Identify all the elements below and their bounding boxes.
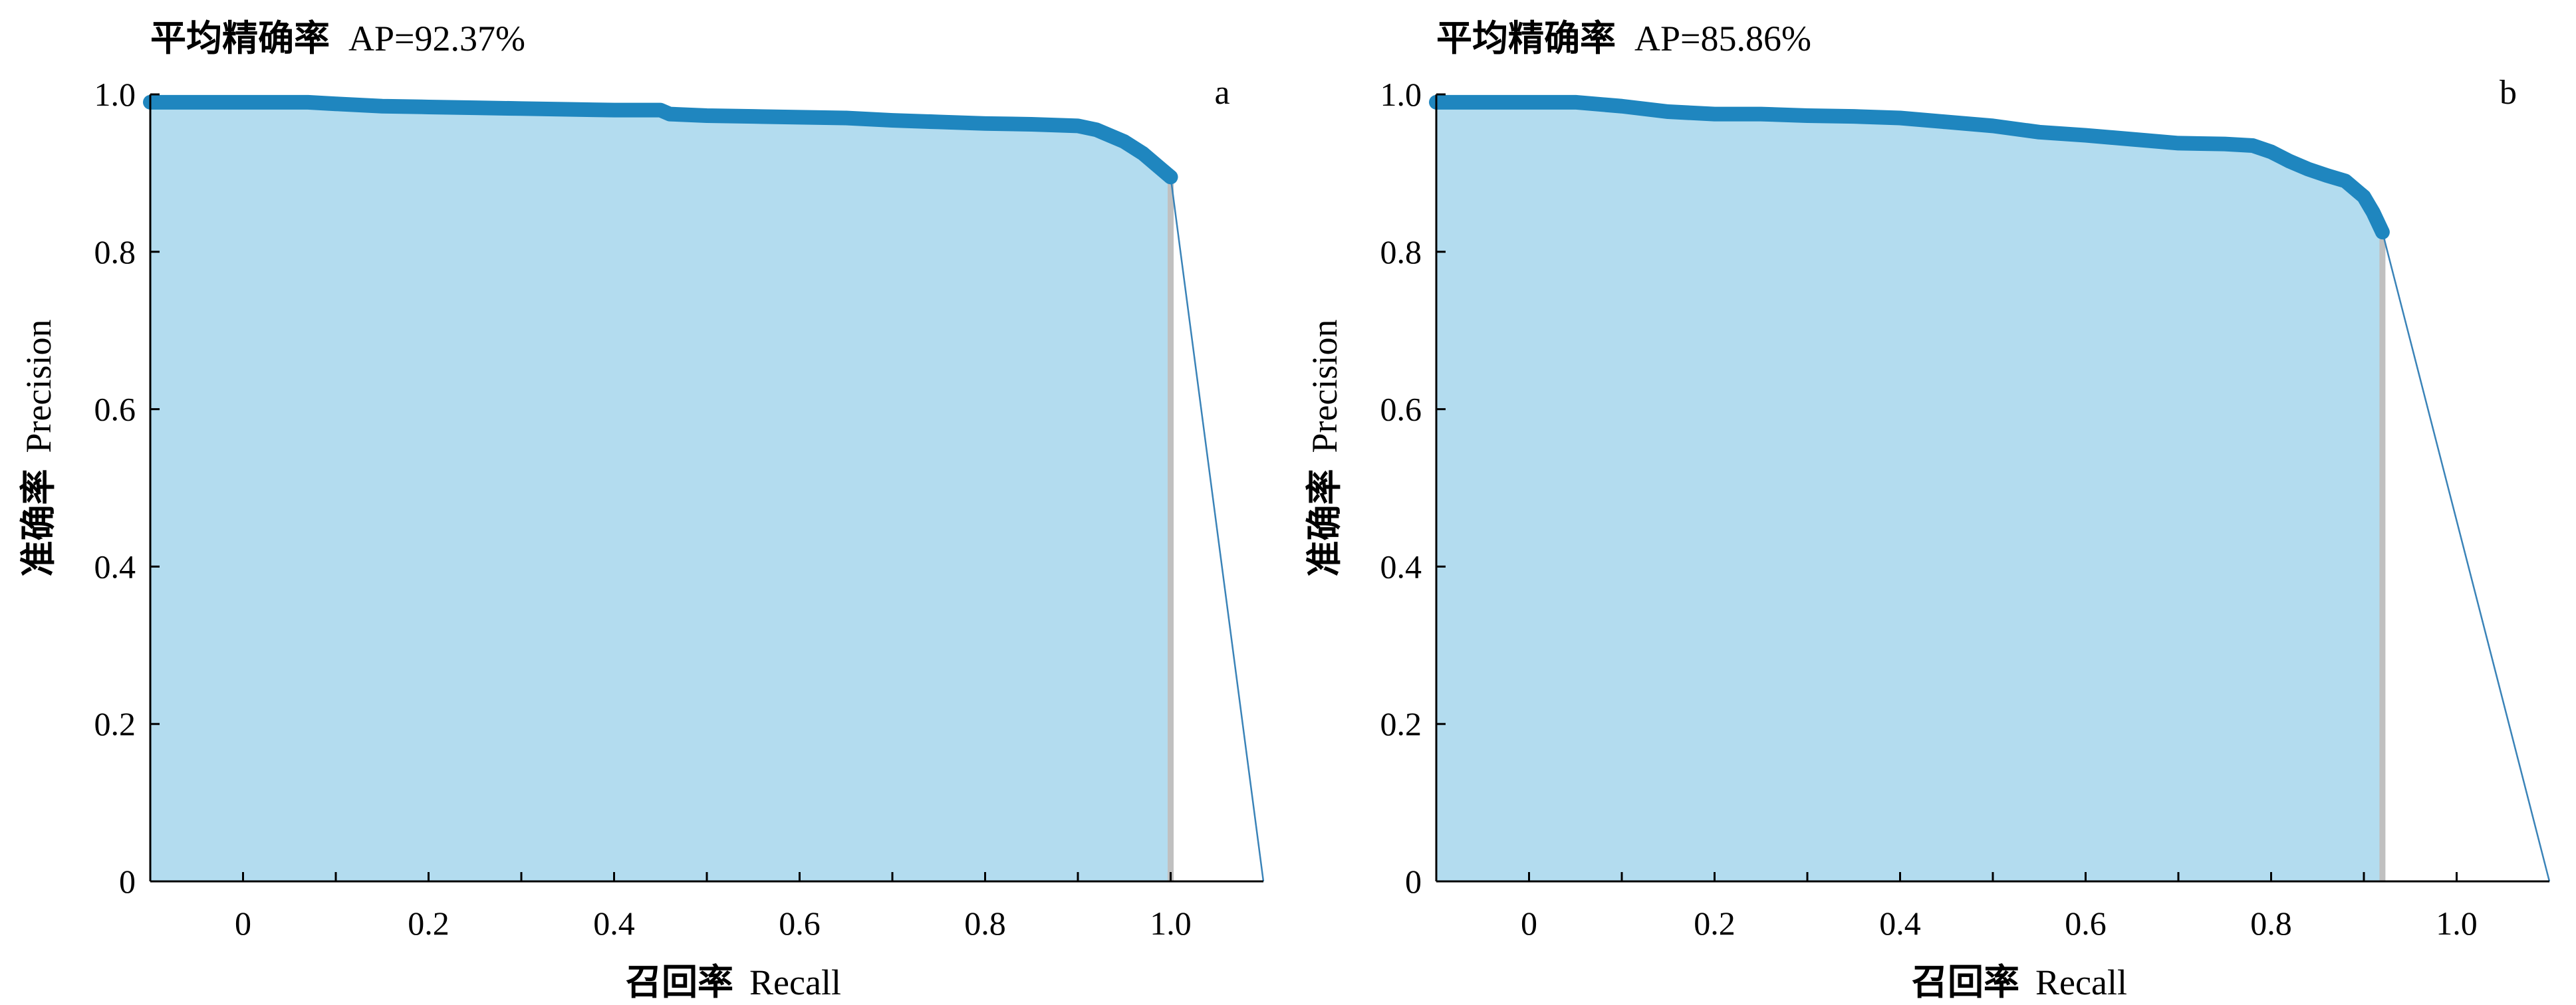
- chart-title: 平均精确率 AP=92.37%: [150, 17, 525, 59]
- y-tick-label: 1.0: [1380, 76, 1422, 113]
- chart-panel-a: 0 0.2 0.4 0.6 0.8 1.0 0 0.2 0.4 0.6 0.8 1.0 平均精确率 AP=…: [17, 17, 1265, 1003]
- title-cn: 平均精确率: [150, 17, 330, 59]
- y-axis-label-cn: 准确率: [17, 469, 59, 576]
- pr-connector-line: [1170, 177, 1265, 882]
- y-tick-label: 1.0: [94, 76, 136, 113]
- x-tick-label: 0.8: [964, 905, 1006, 942]
- panel-label: b: [2500, 74, 2517, 112]
- pr-curve-line: [143, 94, 1178, 185]
- x-tick-label: 0.6: [2065, 905, 2107, 942]
- x-axis-label-cn: 召回率: [626, 961, 733, 1003]
- y-tick-label: 0.4: [1380, 548, 1422, 585]
- x-tick-label: 1.0: [2436, 905, 2478, 942]
- y-tick-label: 0.8: [94, 233, 136, 271]
- y-axis-label: 准确率 Precision: [17, 320, 59, 577]
- x-axis-label: 召回率 Recall: [626, 961, 841, 1003]
- y-tick-label: 0.8: [1380, 233, 1422, 271]
- y-axis-label-cn: 准确率: [1303, 469, 1345, 576]
- x-axis-label-en: Recall: [2035, 962, 2127, 1002]
- pr-curve-line: [1429, 94, 2390, 240]
- y-tick-label: 0: [119, 863, 136, 900]
- title-ap-value: AP=92.37%: [348, 19, 525, 58]
- x-tick-label: 0.6: [779, 905, 821, 942]
- y-tick-label: 0.2: [94, 705, 136, 742]
- y-tick-label: 0: [1405, 863, 1422, 900]
- title-ap-value: AP=85.86%: [1634, 19, 1811, 58]
- y-tick-label: 0.6: [94, 391, 136, 428]
- pr-connector-line: [2381, 231, 2551, 882]
- x-axis-label: 召回率 Recall: [1912, 961, 2127, 1003]
- x-tick-label: 0.2: [408, 905, 450, 942]
- y-axis-label-en: Precision: [1305, 320, 1345, 453]
- y-tick-label: 0.4: [94, 548, 136, 585]
- panel-label: a: [1214, 74, 1229, 112]
- y-axis-label-en: Precision: [19, 320, 59, 453]
- chart-panel-b: 0 0.2 0.4 0.6 0.8 1.0 0 0.2 0.4 0.6 0.8 1.0 平均精确率 AP=…: [1303, 17, 2551, 1003]
- x-tick-label: 0: [1521, 905, 1537, 942]
- pr-area-fill: [1436, 102, 2383, 882]
- x-tick-label: 0.4: [1879, 905, 1921, 942]
- title-cn: 平均精确率: [1436, 17, 1616, 59]
- x-axis-label-en: Recall: [749, 962, 841, 1002]
- x-tick-label: 1.0: [1150, 905, 1192, 942]
- y-tick-label: 0.6: [1380, 391, 1422, 428]
- x-axis-label-cn: 召回率: [1912, 961, 2019, 1003]
- y-axis-label: 准确率 Precision: [1303, 320, 1345, 577]
- x-tick-label: 0: [235, 905, 251, 942]
- x-tick-label: 0.2: [1694, 905, 1736, 942]
- pr-area-fill: [150, 102, 1171, 882]
- chart-title: 平均精确率 AP=85.86%: [1436, 17, 1811, 59]
- y-tick-label: 0.2: [1380, 705, 1422, 742]
- x-tick-label: 0.4: [593, 905, 635, 942]
- x-tick-label: 0.8: [2250, 905, 2292, 942]
